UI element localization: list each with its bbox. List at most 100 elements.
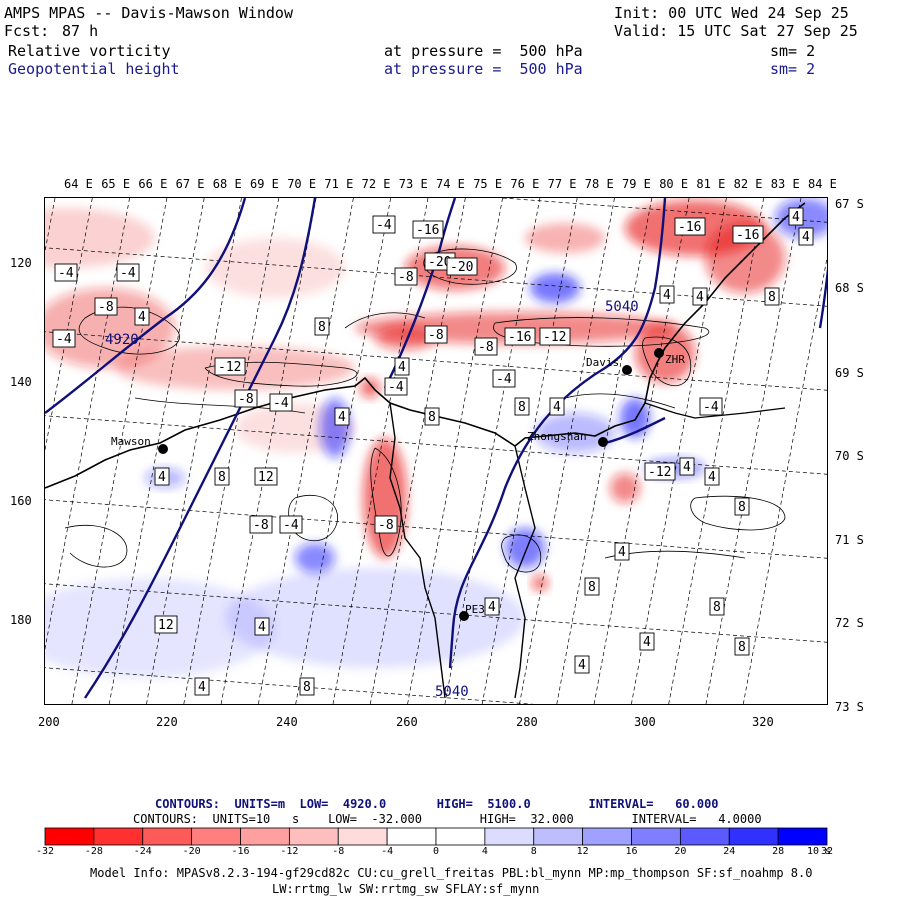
meridian — [71, 198, 168, 704]
color-bar-tick: 20 — [674, 846, 687, 857]
color-bar-tick: 16 — [625, 846, 638, 857]
height-label: 5040 — [435, 684, 469, 700]
vorticity-contour — [78, 306, 180, 355]
color-bin — [777, 827, 828, 846]
svg-text:8: 8 — [713, 600, 721, 615]
height-contour — [604, 416, 666, 445]
svg-text:-4: -4 — [120, 266, 136, 281]
coastline-east — [644, 402, 786, 419]
svg-text:12: 12 — [258, 470, 274, 485]
coastline-main — [45, 202, 806, 489]
lon-label: 67 E — [175, 177, 205, 191]
vorticity-label: -4 — [269, 393, 293, 412]
vorticity-label: 8 — [709, 597, 725, 616]
field2-name: Geopotential height — [8, 60, 180, 78]
station-dot — [598, 437, 608, 447]
station-dot — [459, 611, 469, 621]
svg-text:8: 8 — [318, 320, 326, 335]
vorticity-label: -4 — [372, 215, 396, 234]
lat-label: 69 S — [835, 366, 864, 380]
map-title: AMPS MPAS -- Davis-Mawson Window — [4, 4, 293, 22]
svg-text:4: 4 — [338, 410, 346, 425]
lon-label: 64 E — [64, 177, 93, 191]
color-bar-tick: 0 — [433, 846, 440, 857]
lon-label: 75 E — [473, 177, 503, 191]
svg-text:4: 4 — [398, 360, 406, 375]
vorticity-label: -16 — [674, 217, 706, 236]
svg-text:4: 4 — [643, 635, 651, 650]
color-bar-tick: -20 — [182, 846, 201, 857]
vorticity-label: 4 — [394, 357, 410, 376]
station-label: PE3 — [465, 603, 485, 616]
color-bar-tick: -28 — [84, 846, 103, 857]
vorticity-label: 8 — [734, 637, 750, 656]
color-bin — [93, 827, 144, 846]
map-plot[interactable]: 4920 5040 5040 Mawson Davis ZHR Zhongshan PE3 … — [44, 197, 828, 705]
svg-text:8: 8 — [768, 290, 776, 305]
x-tick-label: 260 — [396, 715, 418, 729]
field1-name: Relative vorticity — [8, 42, 171, 60]
color-bar-tick: -8 — [332, 846, 345, 857]
station-label: Davis — [586, 356, 619, 369]
vorticity-label: 4 — [692, 287, 708, 306]
svg-text:4: 4 — [488, 600, 496, 615]
svg-text:-12: -12 — [648, 465, 671, 480]
vorticity-label: 4 — [134, 307, 150, 326]
vorticity-label: 4 — [614, 542, 630, 561]
meridian — [556, 198, 653, 704]
station-label: ZHR — [665, 353, 685, 366]
svg-text:4: 4 — [138, 310, 146, 325]
svg-text:-8: -8 — [378, 518, 394, 533]
color-bin — [728, 827, 779, 846]
lat-label: 71 S — [835, 533, 864, 547]
svg-text:4: 4 — [618, 545, 626, 560]
vorticity-blob — [530, 273, 580, 303]
vorticity-label: -8 — [94, 297, 118, 316]
vorticity-blob — [505, 528, 545, 568]
vorticity-label: 4 — [798, 227, 814, 246]
x-tick-label: 240 — [276, 715, 298, 729]
vorticity-label: 4 — [334, 407, 350, 426]
vorticity-label: -4 — [116, 263, 140, 282]
meridian — [45, 198, 93, 452]
svg-text:-8: -8 — [428, 328, 444, 343]
vorticity-label: -8 — [394, 267, 418, 286]
color-bar-tick: 24 — [723, 846, 736, 857]
vorticity-blob — [295, 543, 335, 573]
lat-label: 70 S — [835, 449, 864, 463]
y-tick-label: 140 — [10, 375, 32, 389]
lon-label: 77 E — [547, 177, 577, 191]
vorticity-label: 4 — [704, 467, 720, 486]
vorticity-label: 8 — [764, 287, 780, 306]
color-bin — [386, 827, 437, 846]
meridian — [45, 198, 130, 651]
meridian — [295, 198, 392, 704]
vorticity-blob — [45, 208, 155, 268]
vorticity-blob — [532, 575, 548, 591]
vorticity-contour-info: CONTOURS: UNITS=10 s LOW= -32.000 HIGH= … — [133, 812, 762, 826]
lon-label: 80 E — [659, 177, 689, 191]
svg-text:4: 4 — [158, 470, 166, 485]
color-bar-tick: -16 — [231, 846, 250, 857]
color-bin — [435, 827, 486, 846]
vorticity-label: -4 — [52, 329, 76, 348]
vorticity-label: -4 — [492, 369, 516, 388]
model-info: Model Info: MPASv8.2.3-194-gf29cd82c CU:… — [90, 866, 813, 880]
meridian — [742, 256, 827, 704]
lon-label: 69 E — [250, 177, 279, 191]
field2-level: at pressure = 500 hPa — [384, 60, 583, 78]
svg-text:-4: -4 — [283, 518, 299, 533]
svg-text:4: 4 — [708, 470, 716, 485]
vorticity-label: -8 — [474, 337, 498, 356]
color-bin — [631, 827, 681, 846]
station-markers: Mawson Davis ZHR Zhongshan PE3 — [111, 348, 685, 621]
svg-text:-8: -8 — [398, 270, 414, 285]
vorticity-label: 12 — [154, 615, 178, 634]
valid-time: Valid: 15 UTC Sat 27 Sep 25 — [614, 22, 858, 40]
svg-text:-4: -4 — [496, 372, 512, 387]
lon-label: 81 E — [696, 177, 726, 191]
vorticity-contour — [204, 361, 358, 387]
forecast-hour: 87 h — [62, 22, 99, 40]
parallel — [45, 415, 827, 475]
meridian — [519, 198, 615, 704]
